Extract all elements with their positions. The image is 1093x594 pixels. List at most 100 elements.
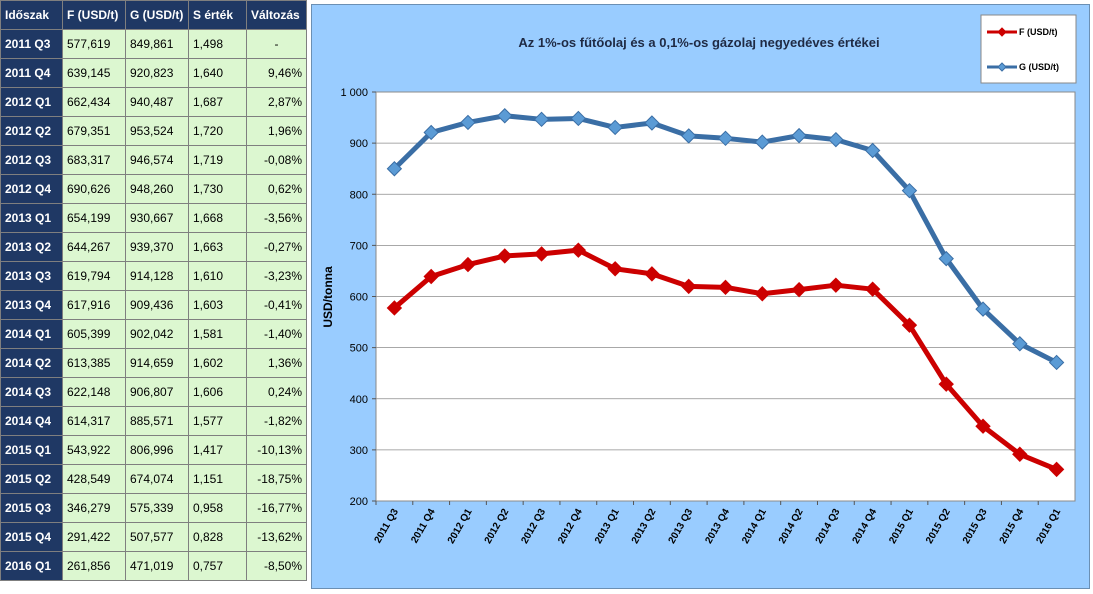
- row-f-price: 690,626: [62, 174, 126, 204]
- row-g-price: 914,659: [125, 348, 189, 378]
- x-tick-label: 2012 Q4: [556, 507, 585, 546]
- x-tick-label: 2012 Q3: [519, 507, 548, 546]
- row-g-price: 920,823: [125, 58, 189, 88]
- row-period: 2011 Q3: [0, 29, 63, 59]
- x-tick-label: 2015 Q2: [924, 507, 953, 546]
- legend-marker-g: [997, 62, 1007, 72]
- legend-label-f: F (USD/t): [1019, 27, 1058, 37]
- row-s-value: 1,687: [188, 87, 247, 117]
- row-period: 2012 Q2: [0, 116, 63, 146]
- data-point: [901, 317, 918, 333]
- data-point: [975, 301, 991, 317]
- x-tick-label: 2016 Q1: [1034, 507, 1063, 546]
- data-point: [644, 266, 660, 282]
- data-point: [607, 261, 623, 277]
- row-f-price: 613,385: [62, 348, 126, 378]
- row-change: -18,75%: [246, 464, 307, 494]
- row-f-price: 605,399: [62, 319, 126, 349]
- row-g-price: 909,436: [125, 290, 189, 320]
- row-g-price: 930,667: [125, 203, 189, 233]
- row-s-value: 1,603: [188, 290, 247, 320]
- x-tick-label: 2015 Q3: [961, 507, 990, 546]
- x-axis-ticks: 2011 Q3 2011 Q4 2012 Q1 2012 Q2 2012 Q3 2012 …: [373, 501, 1063, 546]
- data-point: [938, 250, 954, 267]
- table-row: 2015 Q3 346,279 575,339 0,958 -16,77%: [0, 493, 307, 523]
- data-point: [386, 161, 403, 177]
- row-f-price: 679,351: [62, 116, 126, 146]
- row-f-price: 543,922: [62, 435, 126, 465]
- y-tick-label: 900: [350, 138, 368, 150]
- data-point: [460, 114, 476, 131]
- x-tick-label: 2014 Q3: [814, 507, 843, 546]
- legend-box: [980, 14, 1077, 84]
- x-tick-label: 2014 Q4: [851, 507, 880, 546]
- data-point: [681, 278, 697, 295]
- row-change: -1,82%: [246, 406, 307, 436]
- row-f-price: 662,434: [62, 87, 126, 117]
- y-tick-label: 400: [350, 394, 368, 406]
- y-axis-ticks: 200 300 400 500 600 700 800 900 1 000: [340, 87, 368, 508]
- y-tick-label: 1 000: [340, 87, 368, 99]
- legend-label-g: G (USD/t): [1019, 62, 1059, 72]
- row-g-price: 806,996: [125, 435, 189, 465]
- x-tick-label: 2014 Q1: [740, 507, 769, 546]
- gridlines: [372, 91, 1075, 502]
- y-tick-label: 300: [350, 445, 368, 457]
- data-point: [864, 142, 881, 159]
- row-change: -0,27%: [246, 232, 307, 262]
- row-f-price: 683,317: [62, 145, 126, 175]
- row-f-price: 577,619: [62, 29, 126, 59]
- series-0: [386, 242, 1065, 478]
- data-point: [828, 277, 844, 293]
- data-point: [938, 376, 954, 392]
- row-f-price: 619,794: [62, 261, 126, 291]
- data-point: [828, 131, 844, 148]
- row-period: 2015 Q2: [0, 464, 63, 494]
- row-change: -0,08%: [246, 145, 307, 175]
- row-g-price: 939,370: [125, 232, 189, 262]
- data-point: [717, 279, 734, 296]
- row-period: 2012 Q4: [0, 174, 63, 204]
- chart-panel: Az 1%-os fűtőolaj és a 0,1%-os gázolaj n…: [311, 4, 1090, 589]
- y-tick-label: 800: [350, 189, 368, 201]
- row-period: 2013 Q4: [0, 290, 63, 320]
- row-period: 2012 Q3: [0, 145, 63, 175]
- data-point: [901, 182, 918, 199]
- row-s-value: 1,151: [188, 464, 247, 494]
- row-period: 2014 Q1: [0, 319, 63, 349]
- row-f-price: 614,317: [62, 406, 126, 436]
- data-point: [1048, 354, 1065, 371]
- series-layer: [386, 108, 1065, 478]
- row-change: -0,41%: [246, 290, 307, 320]
- row-period: 2014 Q2: [0, 348, 63, 378]
- row-period: 2015 Q3: [0, 493, 63, 523]
- table-row: 2013 Q4 617,916 909,436 1,603 -0,41%: [0, 290, 307, 320]
- y-tick-label: 600: [350, 292, 368, 304]
- row-period: 2014 Q4: [0, 406, 63, 436]
- line-chart: Az 1%-os fűtőolaj és a 0,1%-os gázolaj n…: [321, 14, 1077, 546]
- data-point: [607, 119, 623, 136]
- data-point: [717, 130, 734, 147]
- x-tick-label: 2012 Q2: [483, 507, 512, 546]
- row-period: 2011 Q4: [0, 58, 63, 88]
- data-point: [1012, 446, 1028, 462]
- header-f-price: F (USD/t): [62, 0, 126, 30]
- header-s-value: S érték: [188, 0, 247, 30]
- row-g-price: 906,807: [125, 377, 189, 407]
- data-point: [570, 110, 587, 127]
- row-s-value: 1,730: [188, 174, 247, 204]
- x-tick-label: 2011 Q3: [373, 507, 402, 546]
- row-g-price: 948,260: [125, 174, 189, 204]
- data-point: [791, 127, 807, 144]
- row-s-value: 1,498: [188, 29, 247, 59]
- row-s-value: 1,668: [188, 203, 247, 233]
- row-change: -3,23%: [246, 261, 307, 291]
- row-change: -: [246, 29, 307, 59]
- row-change: 1,36%: [246, 348, 307, 378]
- row-change: 1,96%: [246, 116, 307, 146]
- data-point: [644, 115, 660, 131]
- table-row: 2015 Q2 428,549 674,074 1,151 -18,75%: [0, 464, 307, 494]
- row-g-price: 953,524: [125, 116, 189, 146]
- data-point: [533, 246, 550, 262]
- row-change: -10,13%: [246, 435, 307, 465]
